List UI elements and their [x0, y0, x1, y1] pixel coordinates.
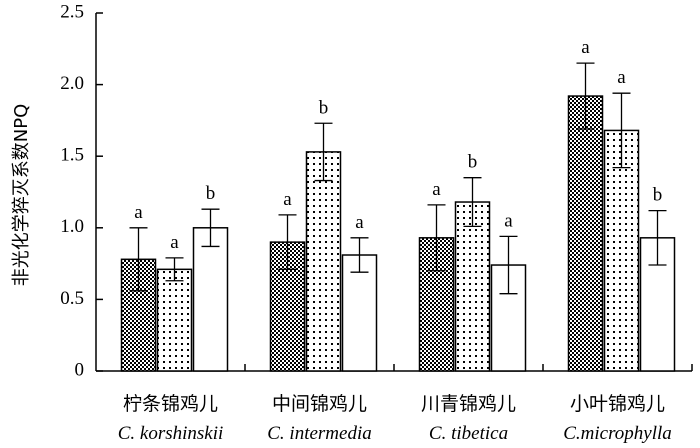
y-tick-label: 0: [75, 359, 85, 380]
bar-series-2-1: [305, 151, 342, 372]
bar-series-1-3: [567, 95, 604, 372]
category-label-zh: 柠条锦鸡儿: [123, 393, 218, 415]
significance-label: b: [319, 97, 329, 118]
significance-label: a: [617, 67, 626, 88]
significance-label: b: [653, 185, 663, 206]
labels: a a b 柠条锦鸡儿 C. korshinskii a b a 中间锦鸡儿 C. interme…: [118, 37, 672, 444]
y-axis-label: 非光化学猝灭系数NPQ: [11, 104, 32, 287]
significance-label: a: [581, 37, 590, 58]
significance-label: a: [170, 232, 179, 253]
bar-series-2-0: [156, 268, 193, 372]
y-tick-label: 2.5: [60, 1, 84, 22]
category-label-latin: C. intermedia: [267, 423, 372, 444]
category-label-zh: 中间锦鸡儿: [272, 393, 367, 415]
significance-label: a: [504, 210, 513, 231]
category-label-latin: C. korshinskii: [118, 423, 224, 444]
category-label-zh: 川青锦鸡儿: [421, 393, 516, 415]
y-tick-label: 1.0: [60, 216, 84, 237]
significance-label: b: [468, 152, 478, 173]
bar-series-2-3: [603, 129, 640, 372]
significance-label: a: [134, 202, 143, 223]
bar-series-3-0: [192, 227, 229, 372]
category-label-zh: 小叶锦鸡儿: [570, 393, 665, 415]
significance-label: a: [283, 189, 292, 210]
y-tick-label: 2.0: [60, 73, 84, 94]
significance-label: b: [206, 183, 216, 204]
significance-label: a: [355, 212, 364, 233]
category-label-latin: C. tibetica: [429, 423, 508, 444]
category-label-latin: C.microphylla: [563, 423, 672, 444]
y-tick-label: 1.5: [60, 145, 84, 166]
bars: [120, 62, 676, 372]
significance-label: a: [432, 179, 441, 200]
y-tick-label: 0.5: [60, 288, 84, 309]
bar-series-3-1: [341, 254, 378, 372]
bar-series-2-2: [454, 201, 491, 372]
